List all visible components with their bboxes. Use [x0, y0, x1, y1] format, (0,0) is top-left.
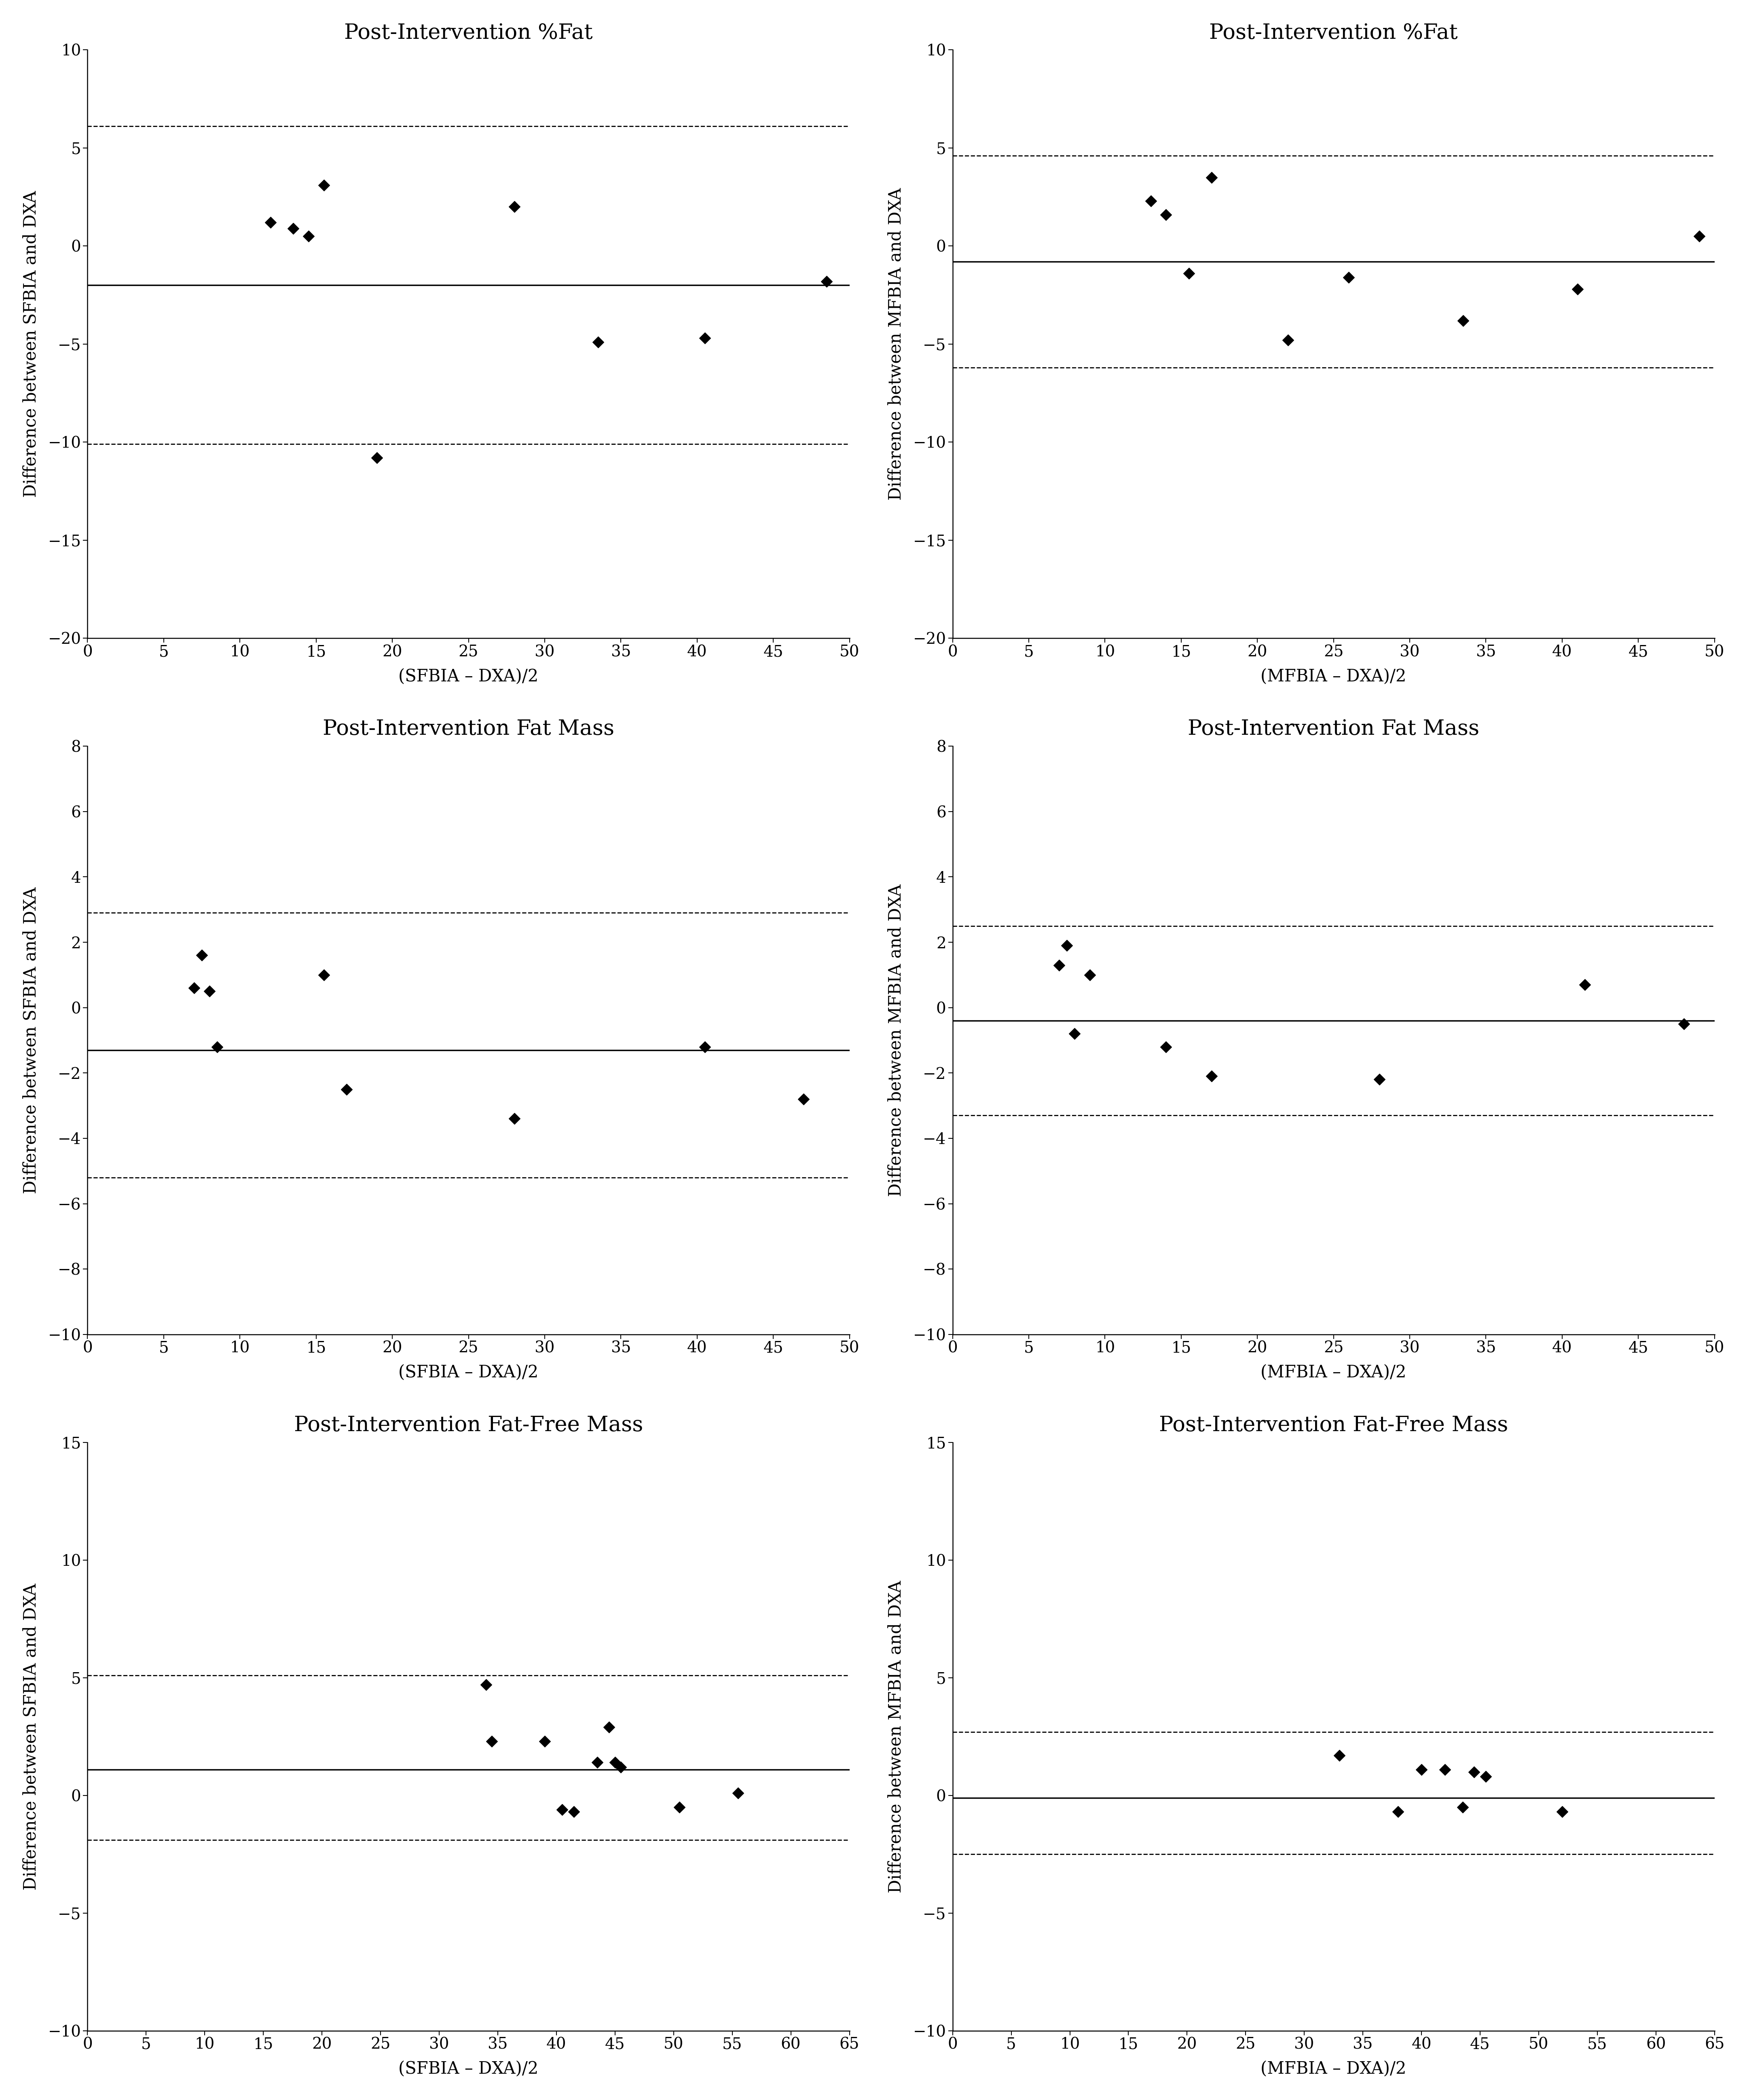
Point [1408, 1753, 1436, 1787]
Y-axis label: Difference between MFBIA and DXA: Difference between MFBIA and DXA [887, 884, 905, 1197]
Point [583, 326, 611, 359]
Point [295, 218, 323, 252]
Point [1548, 1796, 1576, 1829]
Point [280, 212, 307, 246]
Point [1571, 968, 1599, 1002]
Point [479, 1724, 507, 1758]
Point [1686, 218, 1714, 252]
Title: Post-Intervention Fat-Free Mass: Post-Intervention Fat-Free Mass [1158, 1415, 1508, 1436]
X-axis label: (SFBIA – DXA)/2: (SFBIA – DXA)/2 [398, 668, 538, 685]
Point [196, 974, 224, 1008]
Point [606, 1749, 634, 1783]
Point [1045, 949, 1073, 983]
Point [690, 321, 718, 355]
Point [1460, 1756, 1488, 1789]
Point [1151, 1029, 1179, 1063]
Point [596, 1709, 624, 1743]
Point [1174, 256, 1202, 290]
Point [203, 1029, 231, 1063]
Point [309, 168, 337, 202]
Point [666, 1791, 694, 1825]
Point [189, 939, 217, 972]
Point [601, 1745, 629, 1779]
X-axis label: (SFBIA – DXA)/2: (SFBIA – DXA)/2 [398, 2060, 538, 2077]
Point [1670, 1008, 1698, 1042]
Point [1076, 958, 1104, 991]
X-axis label: (MFBIA – DXA)/2: (MFBIA – DXA)/2 [1261, 668, 1406, 685]
Point [583, 1745, 611, 1779]
Point [472, 1667, 500, 1701]
Point [812, 265, 840, 298]
Point [500, 1102, 528, 1136]
Y-axis label: Difference between SFBIA and DXA: Difference between SFBIA and DXA [23, 886, 40, 1193]
Point [500, 189, 528, 223]
Point [1198, 1058, 1226, 1092]
Point [1053, 928, 1081, 962]
Title: Post-Intervention %Fat: Post-Intervention %Fat [344, 23, 592, 44]
Y-axis label: Difference between MFBIA and DXA: Difference between MFBIA and DXA [887, 187, 905, 500]
Point [1137, 185, 1165, 218]
Point [309, 958, 337, 991]
Point [1384, 1796, 1412, 1829]
Point [1564, 273, 1592, 307]
Point [561, 1796, 589, 1829]
Y-axis label: Difference between SFBIA and DXA: Difference between SFBIA and DXA [23, 1583, 40, 1890]
Point [257, 206, 285, 239]
Title: Post-Intervention %Fat: Post-Intervention %Fat [1209, 23, 1457, 44]
Title: Post-Intervention Fat Mass: Post-Intervention Fat Mass [1188, 718, 1480, 739]
Point [1431, 1753, 1459, 1787]
Title: Post-Intervention Fat Mass: Post-Intervention Fat Mass [323, 718, 615, 739]
Point [531, 1724, 559, 1758]
Point [1335, 260, 1363, 294]
Y-axis label: Difference between SFBIA and DXA: Difference between SFBIA and DXA [23, 191, 40, 498]
Point [363, 441, 391, 475]
Point [1366, 1063, 1394, 1096]
X-axis label: (MFBIA – DXA)/2: (MFBIA – DXA)/2 [1261, 1365, 1406, 1382]
Point [1326, 1739, 1354, 1772]
Point [790, 1082, 818, 1115]
Point [332, 1073, 360, 1107]
Point [723, 1777, 751, 1810]
Point [1473, 1760, 1501, 1793]
Point [1060, 1016, 1088, 1050]
Point [1198, 160, 1226, 193]
X-axis label: (MFBIA – DXA)/2: (MFBIA – DXA)/2 [1261, 2060, 1406, 2077]
X-axis label: (SFBIA – DXA)/2: (SFBIA – DXA)/2 [398, 1365, 538, 1382]
Point [690, 1029, 718, 1063]
Point [1274, 323, 1302, 357]
Y-axis label: Difference between MFBIA and DXA: Difference between MFBIA and DXA [887, 1581, 905, 1892]
Title: Post-Intervention Fat-Free Mass: Post-Intervention Fat-Free Mass [293, 1415, 643, 1436]
Point [180, 970, 208, 1004]
Point [1448, 304, 1476, 338]
Point [1151, 197, 1179, 231]
Point [549, 1793, 577, 1827]
Point [1448, 1791, 1476, 1825]
